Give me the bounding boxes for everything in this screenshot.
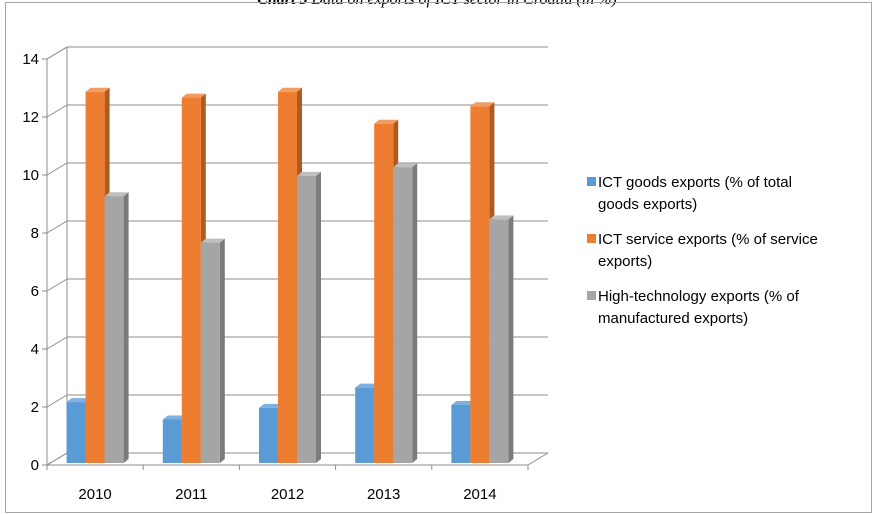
chart-title-number: Chart 5	[257, 0, 307, 8]
y-tick-label: 10	[22, 167, 39, 184]
bar-top	[393, 163, 418, 168]
legend-label: manufactured exports)	[598, 310, 748, 327]
y-tick-label: 0	[31, 457, 39, 474]
chart-frame	[5, 2, 872, 513]
bar-side	[412, 163, 418, 463]
y-axis-tick-labels: 0 2 4 6 8 10 12 14	[22, 51, 39, 474]
bar-front	[181, 97, 201, 463]
legend: ICT goods exports (% of total goods expor…	[587, 174, 818, 327]
bar-2014-series-2	[489, 215, 514, 463]
bar-front	[66, 402, 86, 463]
bar-top	[470, 102, 495, 107]
bar-side	[508, 215, 514, 463]
bar-top	[162, 415, 187, 420]
bar-front	[451, 405, 471, 463]
x-tick-label: 2010	[78, 486, 111, 503]
bar-top	[259, 403, 283, 408]
bar-front	[489, 219, 509, 463]
bar-side	[219, 238, 225, 463]
bar-2010-series-2	[104, 192, 129, 463]
bar-front	[104, 196, 124, 463]
gridline-depth	[46, 452, 68, 466]
bar-front	[278, 91, 297, 464]
bar-top	[278, 87, 302, 92]
bar-front	[393, 167, 413, 463]
chart-title-text: Data on exports of ICT sector in Croatia…	[311, 0, 616, 8]
x-tick-label: 2014	[463, 486, 496, 503]
chart-title: Chart 5 Data on exports of ICT sector in…	[0, 0, 874, 9]
legend-swatch	[587, 177, 596, 186]
bar-top	[200, 238, 225, 243]
legend-entry-2: High-technology exports (% of manufacture…	[587, 288, 800, 327]
gridline-depth	[46, 278, 68, 292]
bar-top	[355, 383, 380, 388]
legend-swatch	[587, 234, 596, 243]
bar-front	[355, 387, 375, 463]
x-tick-label: 2011	[175, 486, 207, 503]
legend-label: exports)	[598, 253, 652, 270]
bar-top	[66, 398, 91, 403]
x-tick-label: 2012	[271, 486, 304, 503]
y-tick-label: 8	[31, 225, 39, 242]
bar-front	[162, 419, 182, 463]
legend-label: ICT goods exports (% of total	[598, 174, 792, 191]
bar-top	[104, 192, 129, 197]
legend-entry-1: ICT service exports (% of service exports…	[587, 231, 818, 270]
gridline-depth	[46, 336, 68, 350]
bar-2013-series-2	[393, 163, 418, 463]
x-tick-label: 2013	[367, 486, 400, 503]
bar-top	[297, 171, 321, 176]
gridline-depth	[46, 394, 68, 408]
bar-front	[85, 91, 105, 464]
bar-side	[123, 192, 129, 463]
legend-swatch	[587, 291, 596, 300]
bar-front	[297, 175, 316, 463]
bar-top	[374, 119, 399, 124]
bars	[66, 87, 514, 464]
bar-2012-series-2	[297, 171, 321, 463]
y-tick-label: 14	[22, 51, 39, 68]
bar-top	[489, 215, 514, 220]
gridline-depth	[46, 46, 68, 60]
legend-label: High-technology exports (% of	[598, 288, 800, 305]
bar-top	[181, 93, 206, 98]
bar-side	[316, 171, 321, 463]
bar-front	[374, 123, 394, 463]
bar-front	[200, 242, 220, 463]
gridline-depth	[46, 162, 68, 176]
bar-top	[451, 401, 476, 405]
y-tick-label: 2	[31, 399, 39, 416]
bar-top	[85, 87, 110, 92]
y-tick-label: 4	[31, 341, 39, 358]
x-axis-tick-labels: 2010 2011 2012 2013 2014	[78, 486, 496, 503]
gridline-depth	[46, 220, 68, 234]
y-tick-label: 12	[22, 109, 39, 126]
floor-right-edge	[527, 452, 549, 466]
legend-label: goods exports)	[598, 196, 697, 213]
legend-entry-0: ICT goods exports (% of total goods expor…	[587, 174, 792, 213]
bar-front	[259, 407, 278, 463]
bar-2011-series-2	[200, 238, 225, 463]
gridline-depth	[46, 104, 68, 118]
legend-label: ICT service exports (% of service	[598, 231, 818, 248]
bar-front	[470, 106, 490, 464]
y-tick-label: 6	[31, 283, 39, 300]
